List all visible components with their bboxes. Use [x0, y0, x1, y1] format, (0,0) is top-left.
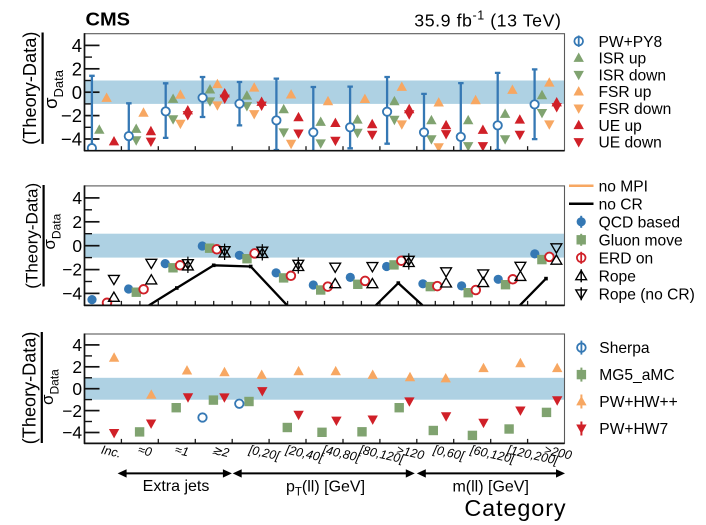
svg-text:−2: −2	[61, 105, 82, 126]
svg-text:pT(ll) [GeV]: pT(ll) [GeV]	[286, 478, 365, 498]
svg-text:(Theory-Data): (Theory-Data)	[20, 332, 40, 445]
svg-text:4: 4	[72, 35, 82, 56]
svg-text:Gluon move: Gluon move	[599, 232, 683, 249]
svg-text:35.9 fb-1 (13 TeV): 35.9 fb-1 (13 TeV)	[414, 9, 561, 31]
svg-text:0: 0	[72, 379, 82, 399]
svg-text:PW+HW++: PW+HW++	[599, 394, 677, 411]
svg-text:ISR down: ISR down	[599, 67, 667, 84]
svg-text:CMS: CMS	[86, 8, 131, 29]
svg-text:≈1: ≈1	[174, 443, 190, 460]
svg-text:≈0: ≈0	[137, 443, 154, 460]
svg-text:Sherpa: Sherpa	[599, 340, 650, 357]
svg-text:UE up: UE up	[599, 118, 643, 135]
svg-text:FSR down: FSR down	[599, 101, 672, 118]
svg-text:2: 2	[72, 212, 82, 232]
svg-text:Inc.: Inc.	[100, 443, 123, 461]
svg-text:Rope: Rope	[599, 268, 636, 285]
svg-text:−4: −4	[62, 423, 82, 443]
svg-text:>200: >200	[543, 443, 573, 463]
svg-text:(Theory-Data): (Theory-Data)	[20, 32, 40, 145]
svg-text:−2: −2	[62, 260, 82, 280]
svg-text:−4: −4	[61, 129, 82, 150]
svg-text:no MPI: no MPI	[599, 178, 648, 195]
svg-text:Extra jets: Extra jets	[143, 478, 210, 495]
svg-text:Category: Category	[464, 495, 566, 521]
svg-text:ISR up: ISR up	[599, 51, 647, 68]
svg-text:2: 2	[72, 58, 82, 79]
svg-text:ERD on: ERD on	[599, 250, 654, 267]
svg-text:QCD based: QCD based	[599, 214, 680, 231]
svg-text:4: 4	[72, 188, 82, 208]
svg-text:0: 0	[72, 236, 82, 256]
svg-text:UE down: UE down	[599, 135, 662, 152]
svg-text:>120: >120	[395, 443, 425, 463]
svg-text:FSR up: FSR up	[599, 84, 652, 101]
svg-text:0: 0	[72, 82, 82, 103]
svg-text:MG5_aMC: MG5_aMC	[599, 367, 674, 384]
svg-text:−4: −4	[62, 284, 82, 304]
svg-text:m(ll) [GeV]: m(ll) [GeV]	[452, 478, 528, 495]
svg-text:PW+PY8: PW+PY8	[599, 34, 663, 51]
svg-text:(Theory-Data): (Theory-Data)	[22, 183, 41, 289]
svg-text:≳2: ≳2	[211, 443, 231, 460]
svg-text:4: 4	[72, 335, 82, 355]
svg-text:Rope (no CR): Rope (no CR)	[599, 286, 695, 303]
svg-text:PW+HW7: PW+HW7	[599, 421, 668, 438]
svg-text:−2: −2	[62, 401, 82, 421]
svg-text:2: 2	[72, 357, 82, 377]
svg-text:no CR: no CR	[599, 196, 643, 213]
